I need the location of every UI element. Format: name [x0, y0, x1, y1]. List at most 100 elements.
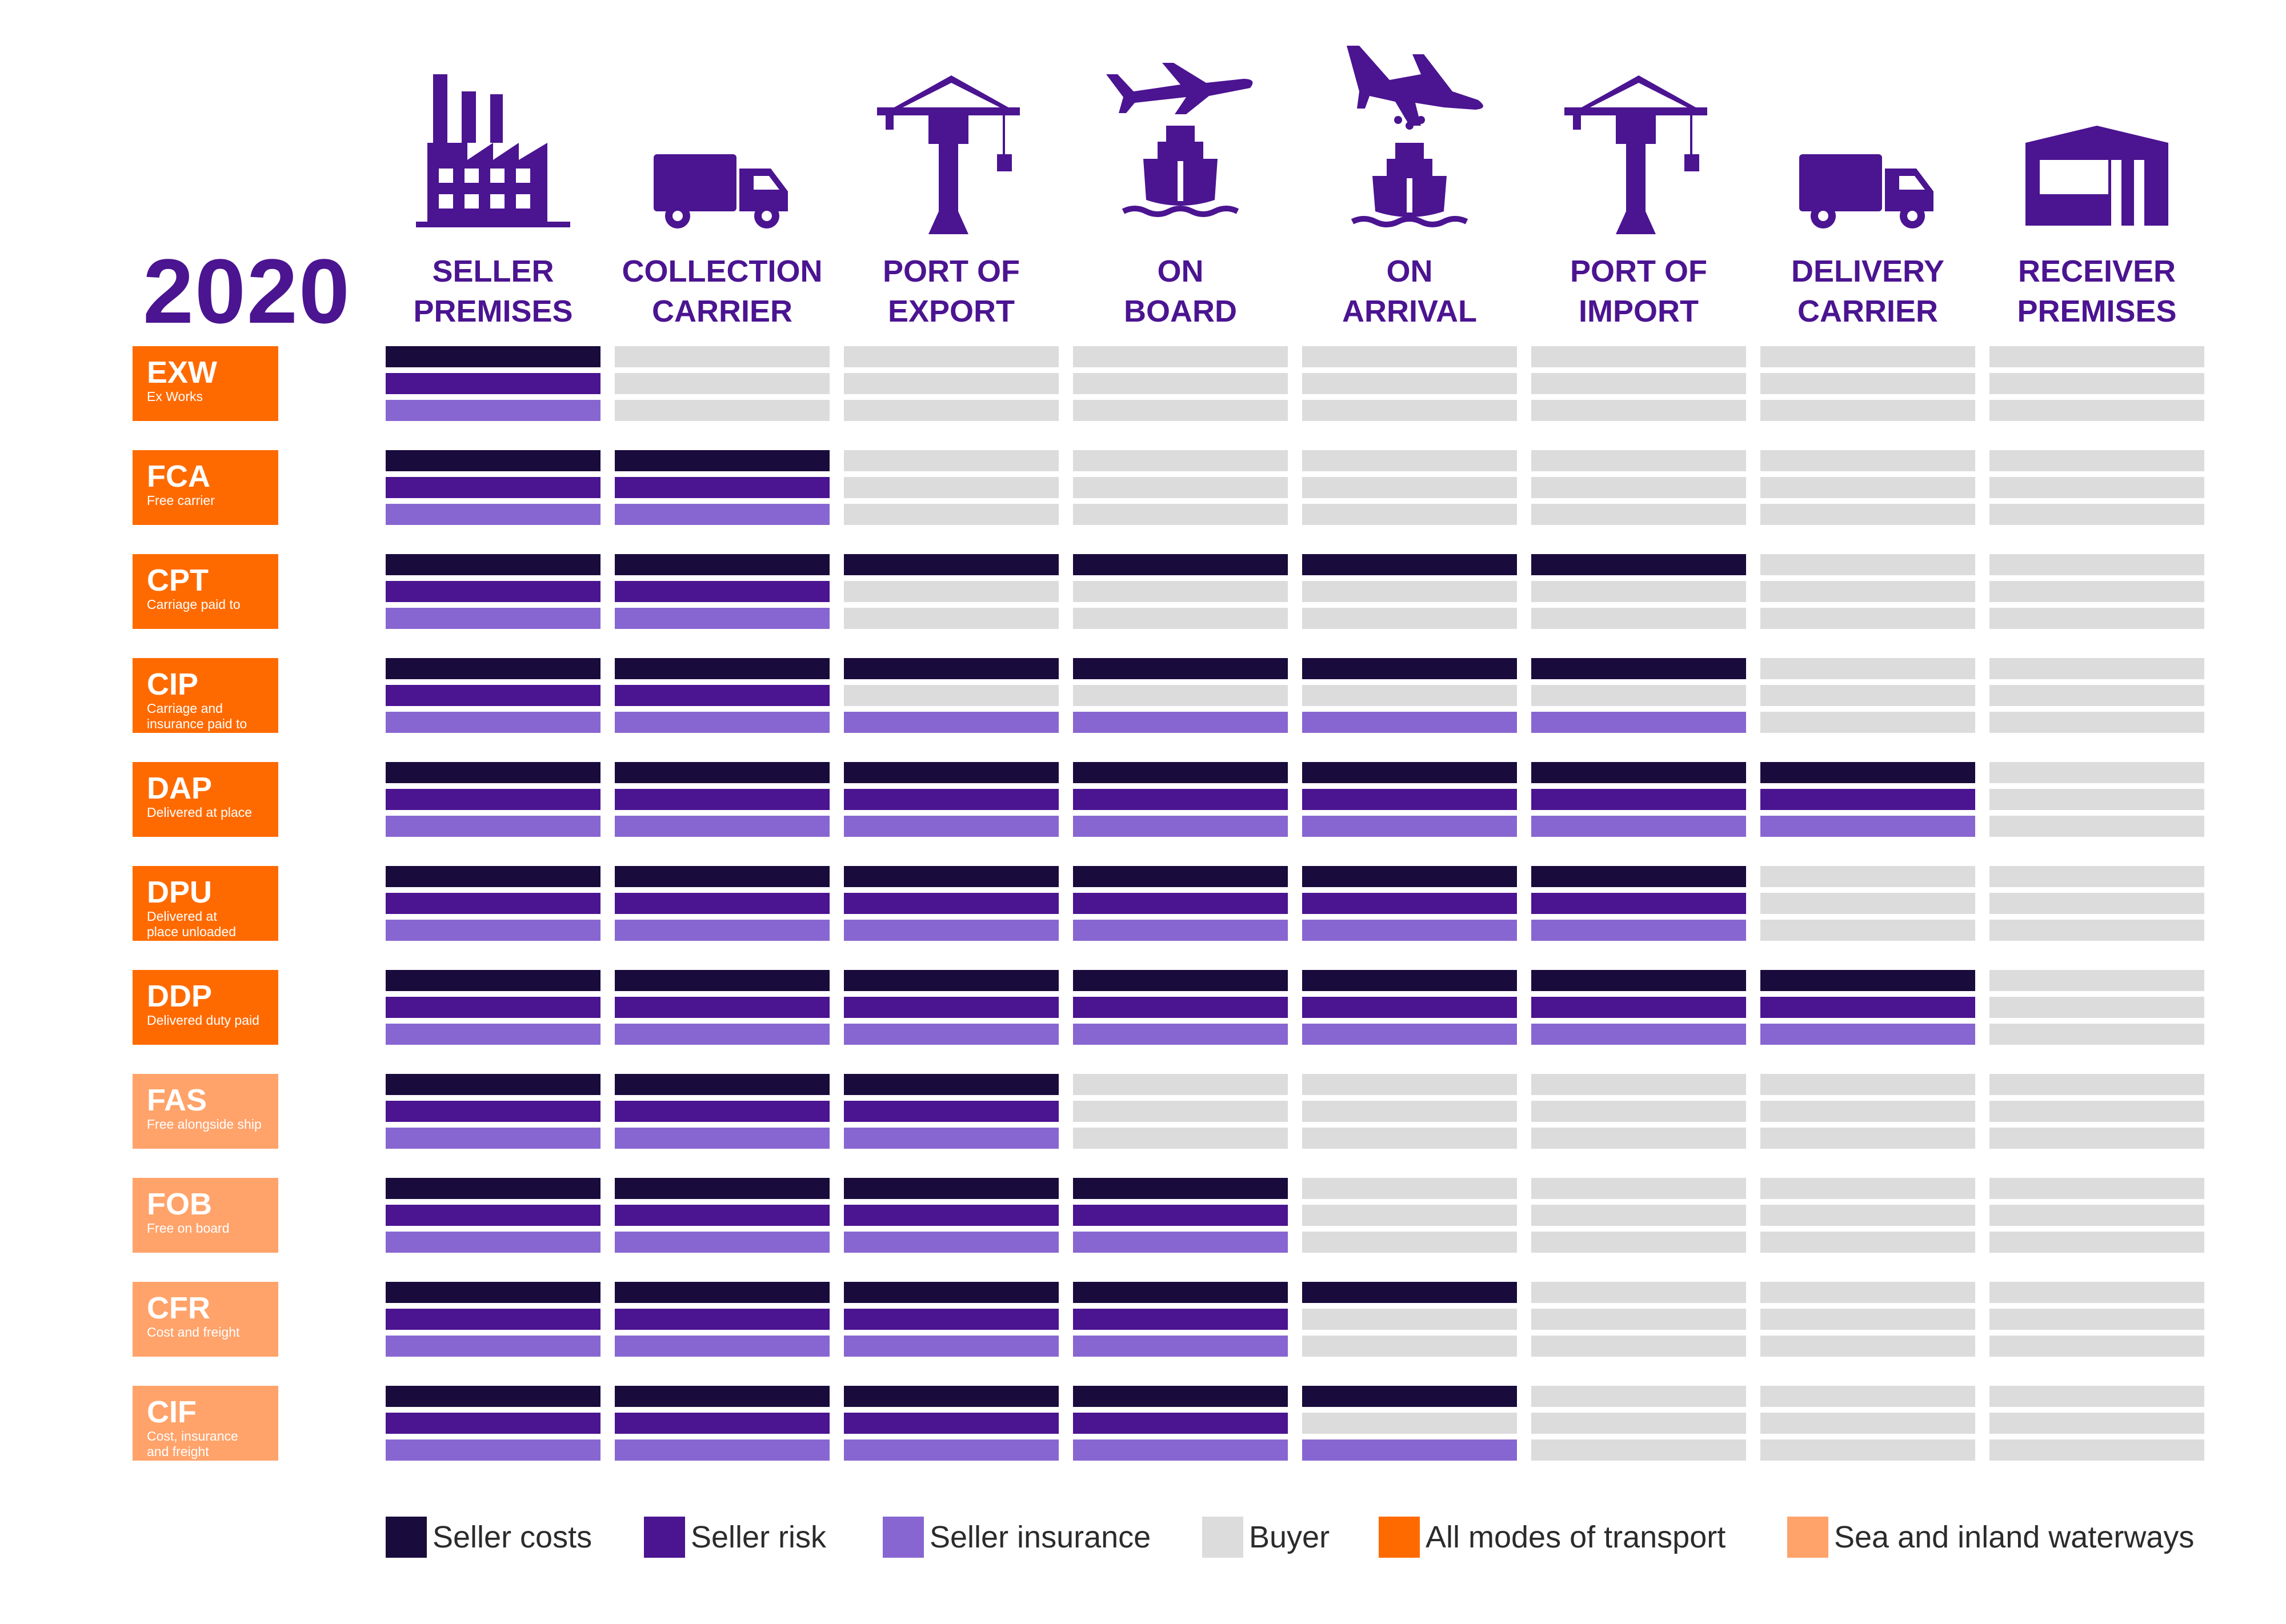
- seller-costs-bar: [1760, 762, 1975, 783]
- seller-costs-bar: [386, 554, 600, 575]
- buyer-bar: [1302, 1232, 1517, 1253]
- buyer-bar: [844, 608, 1059, 629]
- seller-risk-bar: [1073, 789, 1288, 810]
- seller-risk-bar: [1760, 997, 1975, 1018]
- legend-swatch: [386, 1517, 427, 1558]
- buyer-bar: [1531, 1232, 1746, 1253]
- incoterm-description: Delivered at place: [147, 805, 253, 820]
- seller-costs-bar: [615, 1074, 830, 1095]
- buyer-bar: [1302, 373, 1517, 394]
- buyer-bar: [1073, 504, 1288, 525]
- stage-label-line1: ON: [1157, 254, 1204, 288]
- buyer-bar: [1302, 1074, 1517, 1095]
- buyer-bar: [1531, 1413, 1746, 1434]
- buyer-bar: [1531, 1282, 1746, 1303]
- buyer-bar: [615, 400, 830, 421]
- stage-label-line1: RECEIVER: [2017, 254, 2176, 288]
- buyer-bar: [1760, 1232, 1975, 1253]
- incoterm-cfr: CFR Cost and freight: [133, 1282, 278, 1357]
- incoterm-code: DPU: [147, 875, 213, 909]
- seller-insurance-bar: [1073, 920, 1288, 941]
- seller-costs-bar: [615, 1282, 830, 1303]
- buyer-bar: [1073, 450, 1288, 471]
- buyer-bar: [1989, 685, 2204, 706]
- buyer-bar: [1760, 1336, 1975, 1357]
- seller-costs-bar: [386, 1282, 600, 1303]
- incoterm-code: CPT: [147, 563, 209, 598]
- incoterm-code: DDP: [147, 979, 213, 1013]
- factory-icon: [413, 40, 573, 234]
- seller-risk-bar: [844, 1205, 1059, 1226]
- seller-risk-bar: [386, 477, 600, 498]
- buyer-bar: [1073, 346, 1288, 367]
- seller-insurance-bar: [615, 608, 830, 629]
- buyer-bar: [1531, 1309, 1746, 1330]
- buyer-bar: [1989, 1413, 2204, 1434]
- seller-risk-bar: [386, 581, 600, 602]
- buyer-bar: [1760, 1439, 1975, 1461]
- seller-insurance-bar: [1531, 1024, 1746, 1045]
- legend-label: Seller insurance: [930, 1520, 1151, 1554]
- incoterm-cif: CIF Cost, insurance and freight: [133, 1386, 278, 1461]
- seller-insurance-bar: [386, 608, 600, 629]
- incoterm-description: insurance paid to: [147, 716, 247, 731]
- seller-risk-bar: [844, 997, 1059, 1018]
- seller-costs-bar: [615, 762, 830, 783]
- seller-costs-bar: [1073, 1282, 1288, 1303]
- buyer-bar: [1760, 1128, 1975, 1149]
- seller-risk-bar: [1302, 789, 1517, 810]
- buyer-bar: [1760, 712, 1975, 733]
- seller-insurance-bar: [615, 1024, 830, 1045]
- buyer-bar: [1073, 400, 1288, 421]
- stage-label: PORT OF EXPORT: [837, 251, 1066, 331]
- buyer-bar: [1302, 504, 1517, 525]
- seller-costs-bar: [1073, 1386, 1288, 1407]
- buyer-bar: [1531, 504, 1746, 525]
- stage-label: SELLER PREMISES: [379, 251, 607, 331]
- buyer-bar: [1531, 581, 1746, 602]
- incoterm-code: FOB: [147, 1187, 212, 1221]
- incoterm-code: FCA: [147, 459, 210, 494]
- buyer-bar: [1989, 1101, 2204, 1122]
- seller-costs-bar: [1302, 762, 1517, 783]
- buyer-bar: [1760, 658, 1975, 679]
- incoterm-code: DAP: [147, 771, 213, 805]
- seller-risk-bar: [615, 893, 830, 914]
- buyer-bar: [1073, 685, 1288, 706]
- seller-costs-bar: [1073, 970, 1288, 991]
- seller-risk-bar: [1073, 1309, 1288, 1330]
- seller-risk-bar: [1073, 1205, 1288, 1226]
- seller-costs-bar: [844, 970, 1059, 991]
- incoterm-description: Free alongside ship: [147, 1117, 262, 1132]
- incoterm-description: Delivered at: [147, 909, 217, 924]
- legend-label: All modes of transport: [1426, 1520, 1726, 1554]
- seller-insurance-bar: [615, 816, 830, 837]
- incoterm-code: CFR: [147, 1291, 210, 1325]
- seller-insurance-bar: [1073, 712, 1288, 733]
- seller-insurance-bar: [844, 1439, 1059, 1461]
- seller-costs-bar: [386, 970, 600, 991]
- stage-label-line1: ON: [1386, 254, 1433, 288]
- seller-insurance-bar: [1073, 1439, 1288, 1461]
- buyer-bar: [1531, 1178, 1746, 1199]
- seller-insurance-bar: [1531, 712, 1746, 733]
- buyer-bar: [1760, 400, 1975, 421]
- seller-insurance-bar: [615, 920, 830, 941]
- buyer-bar: [1302, 1309, 1517, 1330]
- seller-costs-bar: [1302, 1386, 1517, 1407]
- seller-insurance-bar: [386, 1128, 600, 1149]
- stage-label-line2: CARRIER: [1797, 294, 1938, 328]
- buyer-bar: [1989, 504, 2204, 525]
- buyer-bar: [1989, 712, 2204, 733]
- stage-label-line1: PORT OF: [883, 254, 1020, 288]
- seller-costs-bar: [1302, 866, 1517, 887]
- seller-insurance-bar: [844, 1024, 1059, 1045]
- buyer-bar: [1760, 1309, 1975, 1330]
- stage-label-line2: PREMISES: [2017, 294, 2177, 328]
- seller-costs-bar: [844, 1282, 1059, 1303]
- seller-risk-bar: [386, 789, 600, 810]
- buyer-bar: [1760, 581, 1975, 602]
- legend-label: Sea and inland waterways: [1834, 1520, 2195, 1554]
- buyer-bar: [1760, 608, 1975, 629]
- buyer-bar: [1302, 1101, 1517, 1122]
